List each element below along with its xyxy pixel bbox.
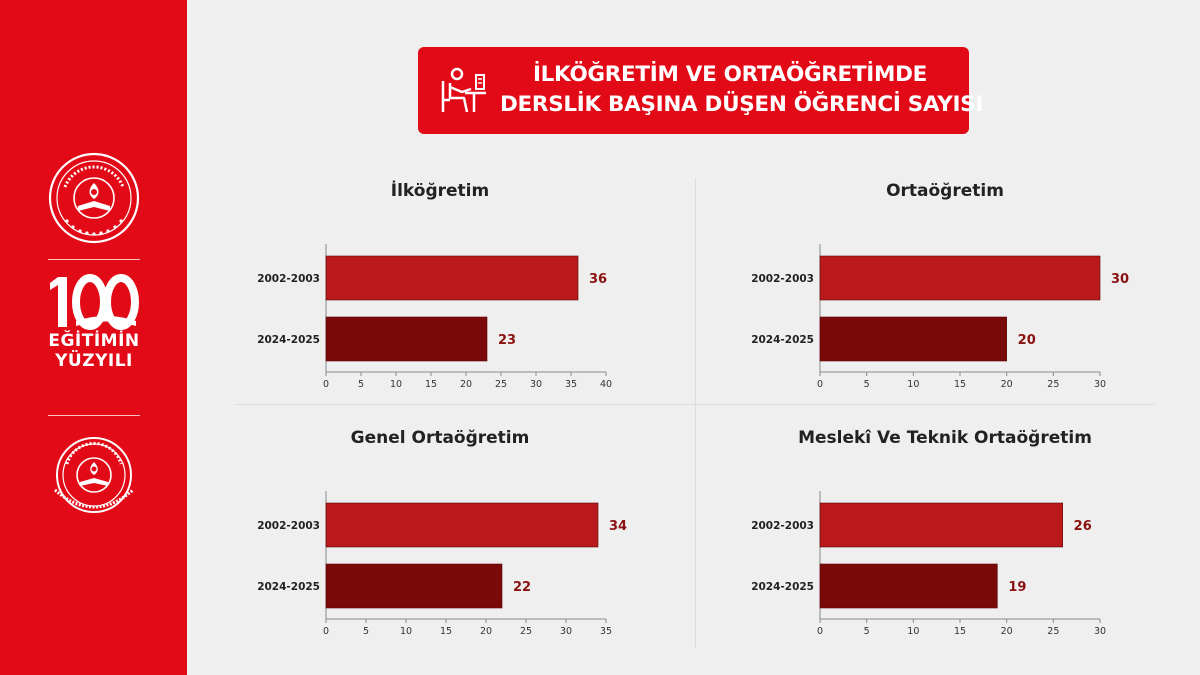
x-tick-label: 35 bbox=[600, 626, 612, 637]
chart-title-mesleki-teknik: Meslekî Ve Teknik Ortaöğretim bbox=[798, 428, 1092, 448]
grid-divider-horizontal bbox=[235, 404, 1155, 405]
category-label: 2002-2003 bbox=[751, 520, 814, 532]
data-label: 19 bbox=[1008, 580, 1026, 595]
chart-panel-mesleki-teknik: 0 5 10 15 20 25 30 2002-2003 26 2024-2025 19 bbox=[744, 487, 1144, 637]
x-tick-label: 10 bbox=[400, 626, 412, 637]
x-tick-label: 25 bbox=[1047, 379, 1059, 390]
x-tick-label: 0 bbox=[323, 379, 329, 390]
chart-panel-ilkogretim: 0 5 10 15 20 25 30 35 40 2002-2003 36 2024-2025 23 bbox=[250, 240, 650, 390]
grid-divider-vertical bbox=[695, 178, 696, 648]
bar-2024-2025 bbox=[819, 563, 998, 609]
bar-chart-genel-ortaogretim: 0 5 10 15 20 25 30 35 2002-2003 34 2024-2025 22 bbox=[257, 491, 627, 637]
page-title: İLKÖĞRETİM VE ORTAÖĞRETİMDE DERSLİK BAŞI… bbox=[500, 60, 984, 120]
x-tick-label: 20 bbox=[460, 379, 472, 390]
centennial-line1: EĞİTİMİN bbox=[48, 331, 140, 351]
bar-2002-2003 bbox=[819, 255, 1101, 301]
category-label: 2002-2003 bbox=[751, 273, 814, 285]
centennial-logo: EĞİTİMİN YÜZYILI bbox=[40, 273, 148, 391]
data-label: 23 bbox=[498, 333, 516, 348]
x-tick-label: 10 bbox=[907, 626, 919, 637]
x-tick-label: 5 bbox=[358, 379, 364, 390]
x-tick-label: 15 bbox=[954, 626, 966, 637]
sidebar-divider bbox=[48, 415, 140, 416]
x-tick-label: 15 bbox=[954, 379, 966, 390]
sidebar-divider bbox=[48, 259, 140, 260]
x-tick-label: 0 bbox=[817, 379, 823, 390]
x-tick-label: 10 bbox=[907, 379, 919, 390]
data-label: 22 bbox=[513, 580, 531, 595]
x-tick-label: 30 bbox=[530, 379, 542, 390]
x-tick-label: 5 bbox=[363, 626, 369, 637]
x-tick-label: 20 bbox=[1001, 379, 1013, 390]
bar-chart-ilkogretim: 0 5 10 15 20 25 30 35 40 2002-2003 36 2024-2025 23 bbox=[257, 244, 612, 390]
x-tick-label: 20 bbox=[1001, 626, 1013, 637]
bar-2024-2025 bbox=[325, 563, 503, 609]
sidebar: EĞİTİMİN YÜZYILI bbox=[0, 0, 187, 675]
x-tick-label: 25 bbox=[520, 626, 532, 637]
x-tick-label: 35 bbox=[565, 379, 577, 390]
category-label: 2002-2003 bbox=[257, 520, 320, 532]
category-label: 2024-2025 bbox=[257, 581, 320, 593]
data-label: 36 bbox=[589, 272, 607, 287]
x-tick-label: 5 bbox=[864, 379, 870, 390]
x-tick-label: 0 bbox=[817, 626, 823, 637]
bar-chart-mesleki-teknik: 0 5 10 15 20 25 30 2002-2003 26 2024-2025 19 bbox=[751, 491, 1106, 637]
data-label: 26 bbox=[1074, 519, 1092, 534]
emblem-icon bbox=[54, 437, 134, 513]
bar-2024-2025 bbox=[819, 316, 1007, 362]
data-label: 20 bbox=[1018, 333, 1036, 348]
x-tick-label: 0 bbox=[323, 626, 329, 637]
hundred-icon bbox=[50, 274, 139, 330]
chart-panel-genel-ortaogretim: 0 5 10 15 20 25 30 35 2002-2003 34 2024-2025 22 bbox=[250, 487, 650, 637]
x-tick-label: 40 bbox=[600, 379, 612, 390]
x-tick-label: 30 bbox=[1094, 379, 1106, 390]
bar-2002-2003 bbox=[325, 502, 599, 548]
x-tick-label: 30 bbox=[560, 626, 572, 637]
chart-title-ilkogretim: İlköğretim bbox=[390, 181, 490, 201]
category-label: 2002-2003 bbox=[257, 273, 320, 285]
x-tick-label: 25 bbox=[495, 379, 507, 390]
ministry-emblem-top bbox=[47, 151, 141, 245]
bar-2002-2003 bbox=[819, 502, 1063, 548]
x-tick-label: 15 bbox=[425, 379, 437, 390]
chart-title-genel-ortaogretim: Genel Ortaöğretim bbox=[350, 428, 530, 448]
x-tick-label: 15 bbox=[440, 626, 452, 637]
bar-2024-2025 bbox=[325, 316, 488, 362]
category-label: 2024-2025 bbox=[751, 581, 814, 593]
chart-panel-ortaogretim: 0 5 10 15 20 25 30 2002-2003 30 2024-2025 20 bbox=[744, 240, 1144, 390]
x-tick-label: 5 bbox=[864, 626, 870, 637]
title-banner: İLKÖĞRETİM VE ORTAÖĞRETİMDE DERSLİK BAŞI… bbox=[418, 47, 984, 134]
x-tick-label: 25 bbox=[1047, 626, 1059, 637]
x-tick-label: 10 bbox=[390, 379, 402, 390]
x-tick-label: 30 bbox=[1094, 626, 1106, 637]
student-desk-icon bbox=[441, 67, 486, 113]
emblem-icon bbox=[48, 152, 140, 244]
category-label: 2024-2025 bbox=[751, 334, 814, 346]
data-label: 34 bbox=[609, 519, 627, 534]
bar-2002-2003 bbox=[325, 255, 579, 301]
centennial-line2: YÜZYILI bbox=[55, 351, 133, 371]
title-line2: DERSLİK BAŞINA DÜŞEN ÖĞRENCİ SAYISI bbox=[500, 92, 984, 117]
ministry-emblem-bottom bbox=[47, 428, 141, 522]
title-line1: İLKÖĞRETİM VE ORTAÖĞRETİMDE bbox=[532, 62, 928, 87]
bar-chart-ortaogretim: 0 5 10 15 20 25 30 2002-2003 30 2024-2025 20 bbox=[751, 244, 1129, 390]
x-tick-label: 20 bbox=[480, 626, 492, 637]
data-label: 30 bbox=[1111, 272, 1129, 287]
category-label: 2024-2025 bbox=[257, 334, 320, 346]
chart-title-ortaogretim: Ortaöğretim bbox=[886, 181, 1004, 201]
